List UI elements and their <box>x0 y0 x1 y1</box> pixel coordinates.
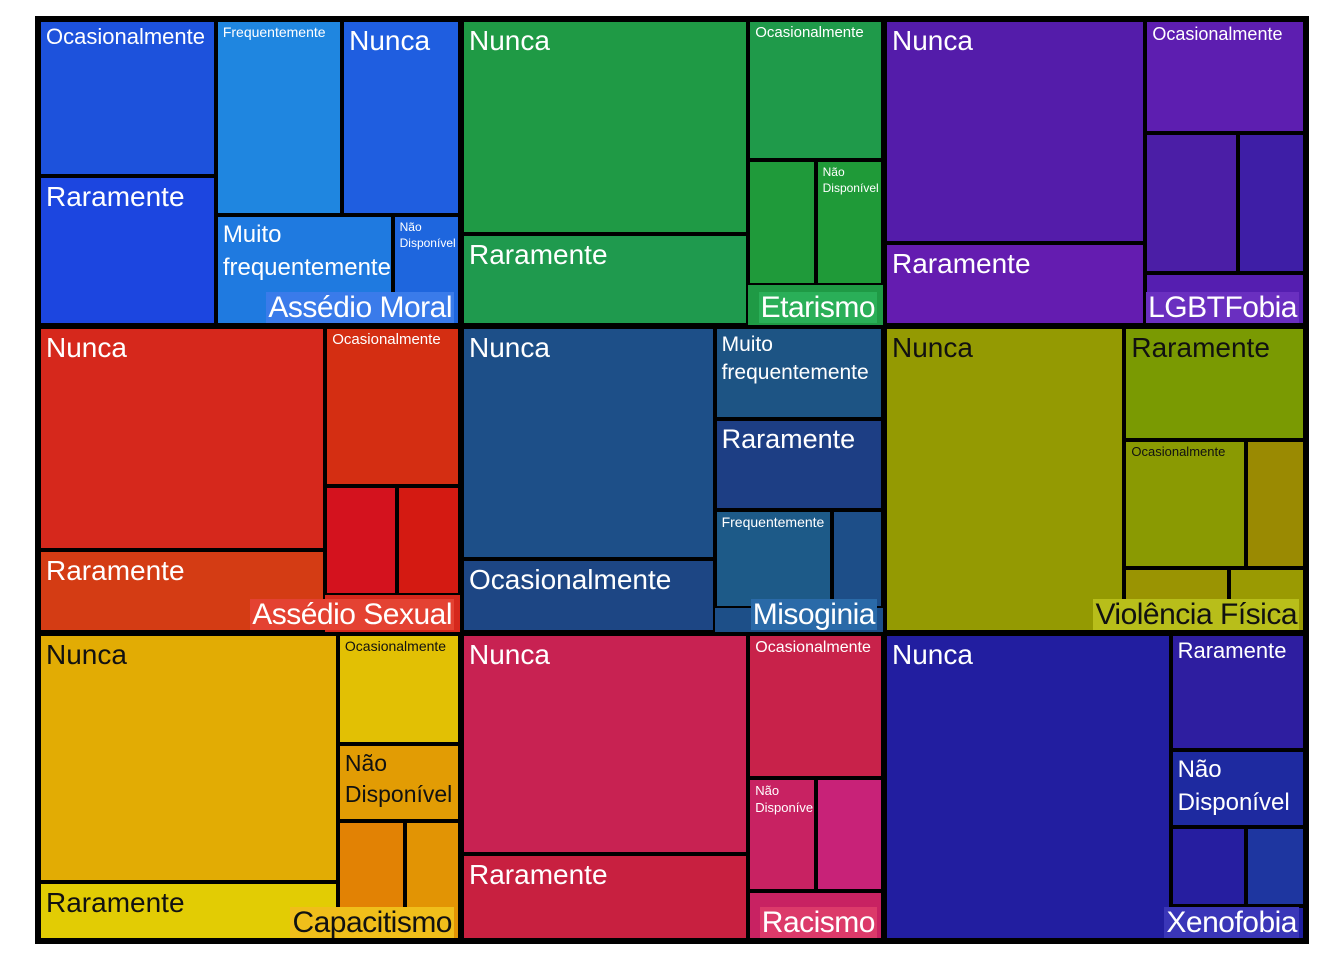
treemap-leaf <box>748 160 816 286</box>
treemap-leaf-label: Raramente <box>1177 638 1287 663</box>
treemap-leaf: Nunca <box>462 20 749 234</box>
treemap-group-capacitismo: Nunca Raramente Ocasionalmente Não Disponíve… <box>39 634 460 940</box>
treemap-leaf-label: Nunca <box>892 25 973 56</box>
treemap-leaf-label: Raramente <box>892 247 1031 279</box>
treemap-leaf-label: Ocasionalmente <box>469 563 672 595</box>
treemap-leaf: Nunca <box>39 327 326 550</box>
treemap-group-label: Misoginia <box>750 597 877 631</box>
treemap-leaf-label: Não Disponível <box>399 220 456 251</box>
treemap-leaf: Nunca <box>462 634 749 855</box>
treemap-leaf: Raramente <box>1124 327 1305 440</box>
treemap-group-label: Violência Física <box>1093 597 1299 631</box>
treemap-leaf-label: Raramente <box>46 886 185 918</box>
treemap-leaf-label: Ocasionalmente <box>755 24 864 41</box>
treemap-leaf <box>325 485 397 596</box>
treemap-leaf: Raramente <box>39 549 326 632</box>
treemap-leaf: Raramente <box>39 175 216 325</box>
treemap-leaf-label: Raramente <box>46 554 185 586</box>
treemap-leaf-label: Nunca <box>469 25 550 56</box>
treemap-group-racismo: Nunca Raramente Ocasionalmente Não Disponíve… <box>462 634 883 940</box>
treemap-group-label: LGBTFobia <box>1146 290 1299 324</box>
treemap-leaf-label: Nunca <box>469 639 550 670</box>
treemap-leaf-label: Não Disponível <box>344 750 453 808</box>
treemap-leaf: Não Disponível <box>815 160 883 286</box>
treemap-leaf-label: Raramente <box>46 180 185 212</box>
treemap-leaf-label: Nunca <box>469 332 550 363</box>
treemap-leaf-label: Ocasionalmente <box>332 331 441 348</box>
treemap-leaf: Não Disponível <box>1170 750 1305 827</box>
treemap-leaf-label: Ocasionalmente <box>46 24 205 49</box>
treemap-leaf-label: Raramente <box>721 423 856 454</box>
treemap-leaf: Ocasionalmente <box>39 20 216 176</box>
treemap-leaf: Nunca <box>885 20 1146 243</box>
treemap-leaf: Raramente <box>39 881 338 940</box>
treemap-leaf-label: Ocasionalmente <box>344 638 447 654</box>
treemap-leaf-label: Ocasionalmente <box>1152 24 1283 44</box>
treemap-leaf: Frequentemente <box>714 510 833 608</box>
treemap-leaf: Raramente <box>462 233 749 325</box>
treemap-leaf-label: Frequentemente <box>721 514 825 530</box>
treemap-leaf-label: Raramente <box>469 859 608 891</box>
treemap-leaf-label: Raramente <box>469 238 608 270</box>
treemap-leaf-label: Nunca <box>349 25 431 56</box>
treemap-leaf-label: Muito frequentemente <box>222 221 391 281</box>
treemap-leaf: Não Disponível <box>748 777 816 892</box>
treemap-leaf: Ocasionalmente <box>337 634 460 745</box>
treemap-leaf: Nunca <box>885 327 1125 632</box>
treemap-leaf: Ocasionalmente <box>462 558 715 632</box>
treemap-leaf: Muito frequentemente <box>714 327 883 419</box>
treemap-leaf: Raramente <box>462 854 749 940</box>
treemap-leaf <box>1246 439 1305 568</box>
treemap-group-xenofobia: Nunca Raramente Não Disponível Xenofobia <box>885 634 1305 940</box>
treemap-leaf: Ocasionalmente <box>1145 20 1305 133</box>
treemap-group-ass-dio-sexual: Nunca Raramente Ocasionalmente Assédio Sexu… <box>39 327 460 632</box>
treemap-leaf: Ocasionalmente <box>1124 439 1247 568</box>
treemap-group-label: Racismo <box>759 905 877 939</box>
treemap-leaf: Nunca <box>342 20 460 216</box>
treemap-leaf <box>832 510 883 608</box>
treemap-leaf: Ocasionalmente <box>748 20 883 161</box>
treemap-leaf: Ocasionalmente <box>748 634 883 778</box>
treemap-leaf-label: Frequentemente <box>222 24 326 40</box>
treemap-leaf <box>1246 826 1305 907</box>
treemap-group-viol-ncia-f-sica: Nunca Raramente Ocasionalmente Violência Fí… <box>885 327 1305 632</box>
treemap-leaf-label: Não Disponível <box>755 782 816 816</box>
treemap-leaf-label: Nunca <box>892 332 973 363</box>
treemap-leaf-label: Muito frequentemente <box>721 333 869 385</box>
treemap-group-label: Etarismo <box>758 290 877 324</box>
treemap-leaf-label: Não Disponível <box>1177 756 1290 816</box>
treemap-group-label: Assédio Moral <box>266 290 454 324</box>
treemap-group-label: Assédio Sexual <box>250 597 454 631</box>
treemap-group-misoginia: Nunca Ocasionalmente Muito frequentemente Ra… <box>462 327 883 632</box>
treemap-leaf-label: Não Disponível <box>822 165 879 196</box>
treemap-leaf <box>815 777 883 892</box>
treemap-group-lgbtfobia: Nunca Raramente Ocasionalmente LGBTFobia <box>885 20 1305 325</box>
treemap-leaf-label: Ocasionalmente <box>755 639 871 656</box>
treemap-leaf-label: Raramente <box>1131 332 1270 363</box>
treemap-leaf: Nunca <box>462 327 715 559</box>
treemap-leaf: Raramente <box>1170 634 1305 751</box>
treemap-leaf: Raramente <box>885 242 1146 325</box>
treemap-group-ass-dio-moral: Ocasionalmente Raramente Frequentemente Nun… <box>39 20 460 325</box>
treemap-leaf: Não Disponível <box>337 744 460 821</box>
treemap-leaf-label: Nunca <box>892 639 973 670</box>
treemap-leaf <box>1237 132 1305 274</box>
treemap-group-label: Xenofobia <box>1164 905 1299 939</box>
treemap-group-label: Capacitismo <box>290 905 454 939</box>
treemap-leaf: Nunca <box>39 634 338 882</box>
treemap-leaf-label: Nunca <box>46 639 127 670</box>
treemap-leaf-label: Ocasionalmente <box>1131 443 1226 459</box>
treemap-group-etarismo: Nunca Raramente Ocasionalmente Não Disponíve… <box>462 20 883 325</box>
treemap-leaf <box>1145 132 1238 274</box>
treemap-leaf: Frequentemente <box>215 20 343 216</box>
treemap-leaf: Ocasionalmente <box>325 327 460 486</box>
treemap-leaf: Nunca <box>885 634 1171 940</box>
treemap-leaf <box>396 485 460 596</box>
treemap-leaf-label: Nunca <box>46 332 127 363</box>
treemap-leaf <box>1170 826 1247 907</box>
treemap-leaf: Raramente <box>714 418 883 510</box>
